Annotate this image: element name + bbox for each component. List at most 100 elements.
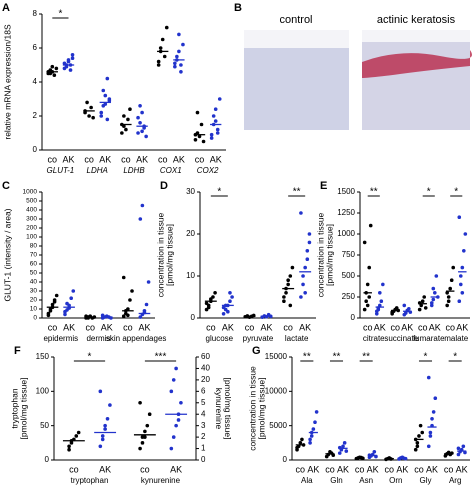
x-tick-label: Arg xyxy=(449,476,461,485)
data-point xyxy=(169,389,174,394)
data-point xyxy=(290,265,295,270)
data-point xyxy=(138,121,142,125)
x-tick-label: skin appendages xyxy=(106,334,167,343)
data-point xyxy=(446,299,451,304)
image-label: actinic keratosis xyxy=(377,14,456,26)
data-point xyxy=(147,412,152,417)
data-point xyxy=(197,134,202,139)
data-point xyxy=(177,32,181,37)
y2-tick-label: 0 xyxy=(201,455,206,464)
y-tick-label: 20 xyxy=(30,297,38,304)
x-tick-label: Gly xyxy=(420,476,432,485)
y-tick-label: 50 xyxy=(30,270,38,277)
y-tick-label: 200 xyxy=(26,225,37,232)
data-point xyxy=(103,102,108,106)
legend-label: AK xyxy=(367,464,379,474)
y-tick-label: 0 xyxy=(283,455,288,464)
data-point xyxy=(313,420,317,425)
data-point xyxy=(284,291,288,295)
y-tick-label: 0 xyxy=(351,313,356,322)
legend-label: co xyxy=(195,154,205,164)
x-tick-label: fumarate xyxy=(413,334,445,343)
data-point xyxy=(171,378,176,382)
data-point xyxy=(213,107,218,111)
x-tick-label: LDHB xyxy=(123,166,145,175)
legend-label: AK xyxy=(337,464,349,474)
data-point xyxy=(303,265,307,270)
data-point xyxy=(54,66,59,71)
y-tick-label: 0 xyxy=(45,455,50,464)
data-point xyxy=(428,430,433,435)
data-point xyxy=(63,312,67,317)
data-point xyxy=(215,127,220,132)
data-point xyxy=(122,124,126,128)
data-point xyxy=(138,104,142,108)
image-label: control xyxy=(279,14,312,26)
data-point xyxy=(420,430,425,435)
data-point xyxy=(428,434,433,438)
significance-label: ** xyxy=(303,352,311,363)
data-point xyxy=(65,301,69,306)
data-point xyxy=(211,114,216,118)
legend-label: AK xyxy=(307,464,319,474)
legend-label: AK xyxy=(99,154,111,164)
data-point xyxy=(62,61,67,66)
data-point xyxy=(463,232,468,236)
data-point xyxy=(299,211,303,215)
y-tick-label: 4 xyxy=(33,77,38,86)
significance-label: ** xyxy=(370,187,378,198)
data-point xyxy=(374,309,379,314)
legend-label: co xyxy=(283,322,293,332)
data-point xyxy=(307,240,312,245)
data-point xyxy=(63,309,67,314)
y-tick-label: 400 xyxy=(26,207,37,214)
data-point xyxy=(431,297,436,302)
x-tick-label: pyruvate xyxy=(243,334,274,343)
data-point xyxy=(193,138,198,142)
data-point xyxy=(174,423,178,428)
legend-label: AK xyxy=(173,154,185,164)
data-point xyxy=(417,434,421,438)
data-point xyxy=(367,265,372,270)
data-point xyxy=(288,303,293,308)
x-tick-label: kynurenine xyxy=(141,476,181,485)
panel-letter: D xyxy=(160,180,168,192)
x-tick-label: GLUT-1 xyxy=(47,166,75,175)
y-tick-label: 2 xyxy=(33,111,38,120)
legend-label: co xyxy=(418,322,428,332)
y-tick-label: 40 xyxy=(30,279,38,286)
data-point xyxy=(164,25,169,30)
image-ak xyxy=(362,30,470,130)
significance-label: * xyxy=(58,9,62,20)
y-axis-label: concentration in tissue xyxy=(155,212,165,297)
y-tick-label: 8 xyxy=(33,9,38,18)
data-point xyxy=(48,71,53,76)
x-tick-label: epidermis xyxy=(43,334,78,343)
legend-label: co xyxy=(385,464,395,474)
data-point xyxy=(458,282,463,287)
x-tick-label: dermis xyxy=(86,334,110,343)
image-ak-top xyxy=(362,30,470,42)
data-point xyxy=(433,291,437,295)
data-point xyxy=(173,64,177,69)
data-point xyxy=(52,300,57,304)
legend-label: co xyxy=(445,322,455,332)
legend-label: AK xyxy=(429,322,441,332)
legend-label: co xyxy=(363,322,373,332)
data-point xyxy=(173,61,177,66)
data-point xyxy=(158,46,163,50)
data-point xyxy=(309,434,314,438)
data-point xyxy=(145,423,150,428)
data-point xyxy=(422,295,427,299)
data-point xyxy=(209,132,214,137)
data-point xyxy=(301,274,305,278)
data-point xyxy=(362,240,367,245)
data-point xyxy=(89,105,93,110)
data-point xyxy=(71,289,76,293)
data-point xyxy=(98,389,103,394)
data-point xyxy=(228,299,232,304)
data-point xyxy=(140,203,145,208)
data-point xyxy=(460,291,465,295)
legend-label: co xyxy=(245,322,255,332)
